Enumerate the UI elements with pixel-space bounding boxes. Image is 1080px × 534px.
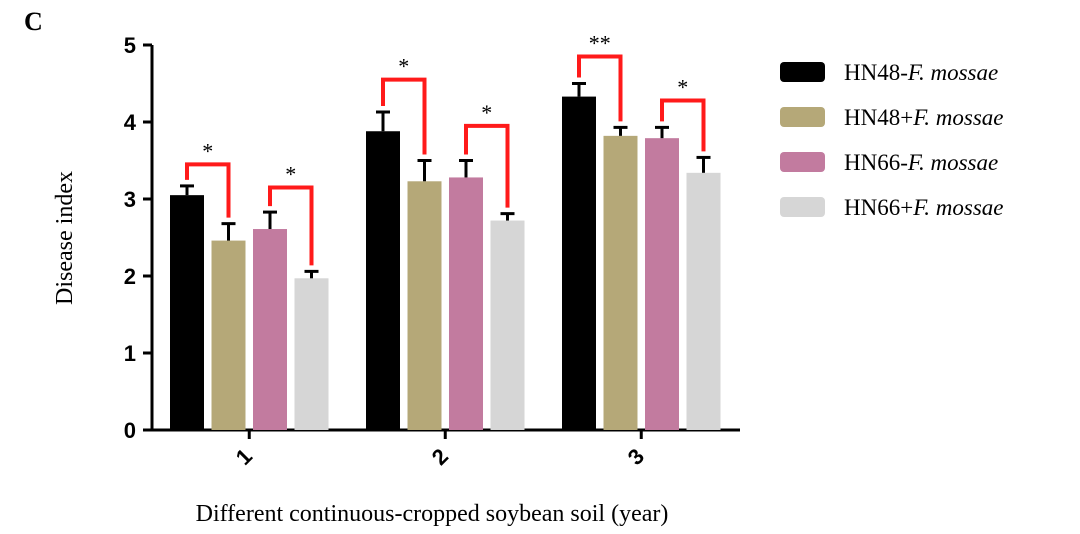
y-tick-label: 5 — [124, 33, 136, 58]
bars — [170, 96, 721, 431]
significance-bracket — [660, 98, 706, 152]
significance-bracket — [185, 162, 231, 218]
significance-bracket — [577, 54, 623, 122]
legend-label-italic: F. mossae — [912, 195, 1003, 220]
bar — [645, 138, 679, 431]
legend-label-prefix: HN48+ — [844, 105, 913, 130]
y-tick-label: 0 — [124, 418, 136, 443]
bar — [562, 96, 596, 430]
axes: 0 1 2 3 4 5 1 2 3 — [124, 33, 740, 470]
legend-label-prefix: HN66+ — [844, 195, 913, 220]
error-bars — [180, 82, 711, 279]
bar — [449, 177, 483, 430]
x-tick-label: 2 — [427, 444, 453, 470]
y-tick-label: 4 — [124, 110, 137, 135]
bar — [170, 195, 204, 430]
bar — [211, 240, 246, 430]
legend-label-italic: F. mossae — [907, 60, 998, 85]
legend-swatch — [780, 62, 825, 82]
legend-label-italic: F. mossae — [907, 150, 998, 175]
legend-label: HN48-F. mossae — [844, 60, 998, 85]
legend-label: HN66-F. mossae — [844, 150, 998, 175]
legend-label-prefix: HN66- — [844, 150, 908, 175]
panel-label: C — [24, 7, 43, 36]
significance-label: * — [481, 100, 492, 125]
bar — [603, 135, 638, 431]
y-axis-title: Disease index — [52, 171, 78, 305]
significance-label: * — [398, 54, 409, 79]
significance-bracket — [464, 123, 510, 208]
x-axis-title: Different continuous-cropped soybean soi… — [196, 501, 669, 527]
x-tick-label: 1 — [231, 444, 257, 470]
y-tick-label: 3 — [124, 187, 136, 212]
legend-swatch — [780, 197, 825, 217]
legend-label: HN66+F. mossae — [844, 195, 1004, 220]
legend-swatch — [780, 152, 825, 172]
significance-label: ** — [589, 31, 611, 56]
significance-bracket — [381, 77, 427, 155]
bar — [366, 131, 400, 431]
y-tick-label: 2 — [124, 264, 136, 289]
bar — [253, 229, 287, 430]
significance-bracket — [268, 185, 314, 266]
significance-label: * — [285, 161, 296, 186]
significance-label: * — [677, 74, 688, 99]
bar — [490, 220, 525, 430]
legend-label-prefix: HN48- — [844, 60, 908, 85]
bar — [407, 181, 442, 430]
significance-brackets: ******* — [185, 31, 706, 266]
legend-label: HN48+F. mossae — [844, 105, 1004, 130]
y-tick-label: 1 — [124, 341, 136, 366]
bar — [294, 278, 329, 430]
x-tick-label: 3 — [623, 444, 649, 470]
legend-swatch — [780, 107, 825, 127]
bar — [686, 172, 721, 430]
legend-label-italic: F. mossae — [912, 105, 1003, 130]
significance-label: * — [202, 138, 213, 163]
